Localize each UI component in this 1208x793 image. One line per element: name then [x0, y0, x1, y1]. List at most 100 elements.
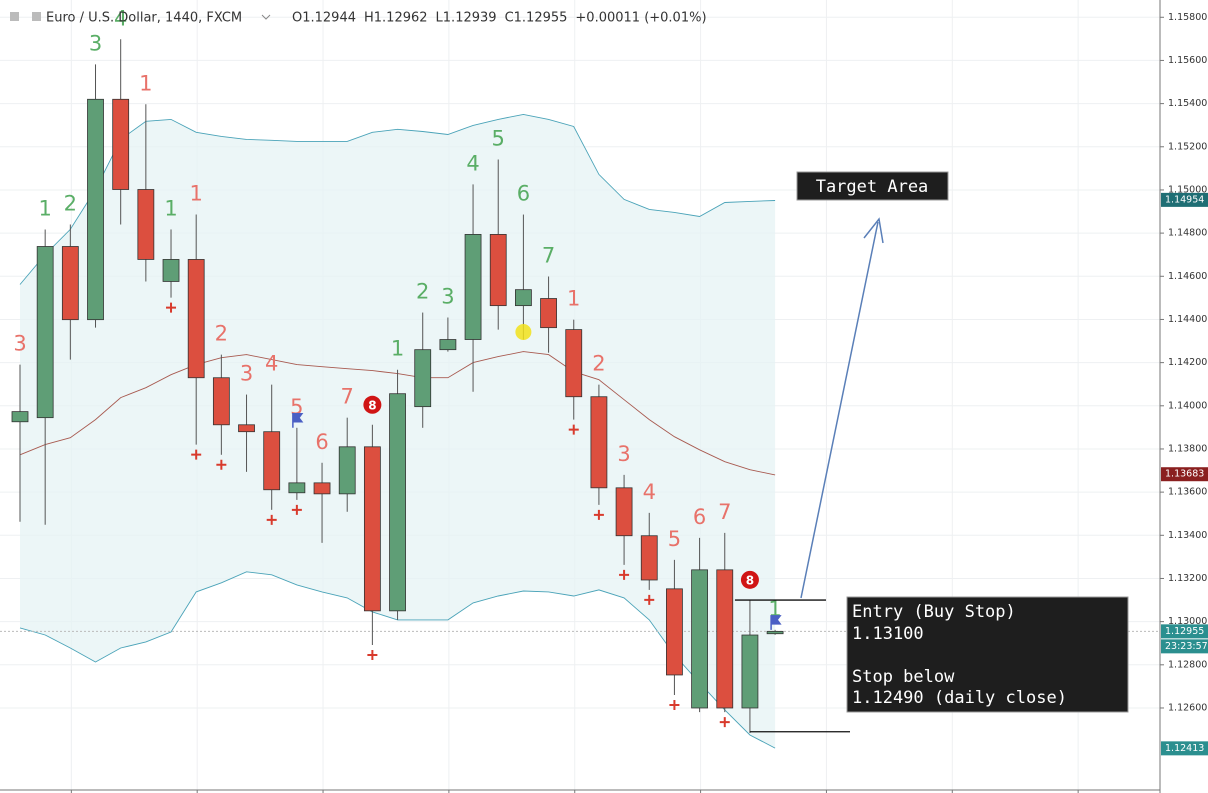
y-tick-label: 1.14400: [1168, 314, 1207, 325]
candle-body: [439, 339, 457, 351]
header: Euro / U.S. Dollar, 1440, FXCM: [10, 11, 271, 26]
candle-body: [338, 446, 356, 495]
candle-body: [565, 329, 583, 398]
candle-body: [36, 246, 54, 419]
y-tick-label: 1.12600: [1168, 702, 1207, 713]
icon: [32, 12, 41, 21]
setup-count: 1: [164, 196, 177, 220]
y-tick-label: 1.14600: [1168, 271, 1207, 282]
price-tag: [1161, 467, 1208, 482]
candle-body: [263, 431, 281, 491]
y-tick-label: 1.13400: [1168, 530, 1207, 541]
setup-count: 4: [265, 352, 278, 376]
chart-title: Euro / U.S. Dollar, 1440, FXCM: [46, 11, 242, 26]
setup-count: 3: [441, 285, 454, 309]
y-tick-label: 1.15200: [1168, 141, 1207, 152]
candle-body: [363, 446, 381, 612]
setup-count: 1: [768, 597, 781, 621]
flag: [770, 615, 782, 630]
setup-count: 5: [492, 127, 505, 151]
y-tick-label: 1.15600: [1168, 55, 1207, 66]
candle-body: [313, 482, 331, 495]
candle-body: [137, 189, 155, 260]
candle-body: [464, 234, 482, 340]
y-tick-label: 1.14200: [1168, 357, 1207, 368]
highlight-dot: [515, 324, 532, 340]
setup-count: 2: [64, 191, 77, 215]
candle-body: [414, 349, 432, 408]
setup-count: 8: [746, 573, 754, 587]
candle-body: [716, 569, 734, 709]
y-tick-label: 1.15000: [1168, 184, 1207, 195]
candle-body: [61, 246, 79, 321]
price-tag-label: 1.13683: [1165, 469, 1204, 480]
setup-count: 1: [391, 337, 404, 361]
candle-body: [640, 535, 658, 581]
perfection-plus: [291, 504, 302, 515]
candle-body: [212, 377, 230, 426]
perfection-plus: [644, 594, 655, 605]
candle-body: [540, 298, 557, 329]
setup-count: 5: [290, 395, 303, 419]
price-tag-label: 1.14954: [1165, 194, 1204, 205]
arrow-head: [863, 217, 884, 244]
entry-annotation: Entry (Buy Stop) 1.13100 Stop below 1.12…: [846, 596, 1129, 713]
countdown: 23:23:57: [1165, 641, 1208, 652]
target-label: Target Area: [816, 177, 929, 197]
candle-body: [389, 393, 406, 612]
candle-body: [590, 396, 608, 489]
ohlc-value: L1.12939: [436, 11, 497, 26]
candle-body: [162, 259, 180, 282]
ohlc-value: C1.12955: [505, 11, 568, 26]
setup-count: 5: [668, 527, 681, 551]
target-annotation: Target Area: [796, 171, 949, 599]
setup-count: 2: [215, 322, 228, 346]
setup-count: 7: [718, 500, 731, 524]
price-tag: [1161, 192, 1208, 207]
stop-price: 1.12490 (daily close): [852, 688, 1067, 708]
perfection-plus: [367, 649, 378, 660]
perfection-plus: [619, 569, 630, 580]
arrow-line: [800, 221, 879, 599]
candle-body: [615, 487, 633, 537]
flag: [292, 413, 304, 428]
setup-count: 6: [693, 505, 706, 529]
setup-count: 7: [341, 385, 354, 409]
setup-count: 3: [240, 362, 253, 386]
setup-count: 1: [567, 287, 580, 311]
entry-price: 1.13100: [852, 624, 924, 644]
setup-count: 6: [315, 430, 328, 454]
setup-count: 3: [13, 332, 26, 356]
perfection-plus: [568, 424, 579, 435]
candle-body: [187, 259, 205, 379]
perfection-plus: [593, 509, 604, 520]
count-badge: [363, 395, 382, 414]
y-tick-label: 1.15400: [1168, 98, 1207, 109]
y-tick-label: 1.14800: [1168, 228, 1207, 239]
entry-box: [846, 596, 1129, 713]
count-badge: [740, 570, 759, 589]
perfection-plus: [266, 514, 277, 525]
price-tag-label: 1.12955: [1165, 626, 1204, 637]
perfection-plus: [669, 700, 680, 711]
candle-body: [766, 630, 784, 635]
ohlc-value: H1.12962: [364, 11, 428, 26]
countdown-tag: [1161, 639, 1208, 654]
setup-count: 2: [416, 280, 429, 304]
candle-body: [112, 98, 130, 190]
setup-count: 1: [139, 71, 152, 95]
ohlc-values: O1.12944 H1.12962 L1.12939 C1.12955 +0.00011…: [292, 11, 707, 26]
y-tick-label: 1.13800: [1168, 443, 1207, 454]
setup-count: 8: [368, 398, 376, 412]
candle-body: [87, 98, 104, 321]
price-tag-label: 1.12413: [1165, 743, 1204, 754]
setup-count: 7: [542, 244, 555, 268]
ohlc-value: O1.12944: [292, 11, 356, 26]
setup-count: 6: [517, 182, 530, 206]
dropdown[interactable]: [261, 14, 271, 20]
y-tick-label: 1.12800: [1168, 659, 1207, 670]
candle-body: [288, 482, 306, 494]
candle-body: [691, 569, 708, 709]
setup-count: 1: [38, 196, 51, 220]
